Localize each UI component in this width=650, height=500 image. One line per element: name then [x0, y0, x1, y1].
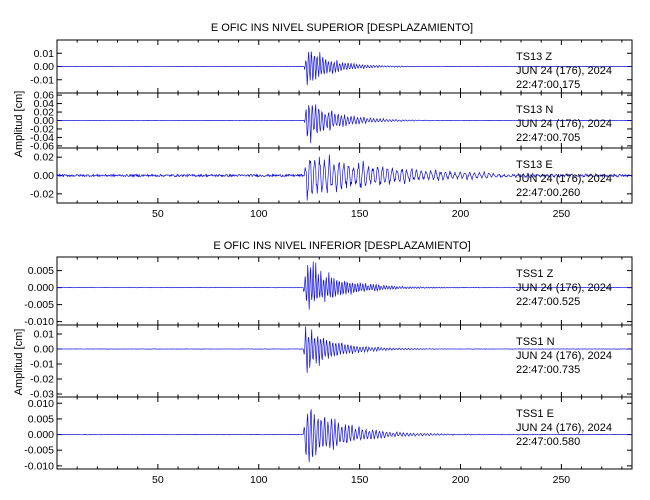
chart-title: E OFIC INS NIVEL SUPERIOR [DESPLAZAMIENT… — [211, 22, 473, 34]
trace-panel: 0.01 0.00 -0.01 -0.02 -0.03 TSS1 N JUN 24 (176… — [30, 324, 633, 401]
annotation-line: TS13 Z — [516, 51, 552, 63]
trace-panel: 0.010 0.005 0.000 -0.005 -0.010 TSS1 E JUN 24 … — [24, 396, 633, 472]
x-tick-label: 150 — [351, 474, 369, 486]
annotation-line: JUN 24 (176), 2024 — [516, 65, 612, 77]
y-tick-label: 0.00 — [34, 344, 55, 356]
annotation-line: JUN 24 (176), 2024 — [516, 350, 612, 362]
y-tick-label: -0.010 — [24, 316, 54, 328]
annotation-line: 22:47:00.735 — [516, 364, 580, 376]
station-annotation: TS13 N JUN 24 (176), 2024 22:47:00.705 — [516, 104, 612, 144]
y-tick-label: 0.010 — [28, 398, 54, 410]
y-tick-label: 0.000 — [28, 429, 54, 441]
chart-nivel-inferior: E OFIC INS NIVEL INFERIOR [DESPLAZAMIENT… — [13, 240, 633, 486]
annotation-line: TSS1 Z — [516, 268, 554, 280]
y-tick-label: 0.01 — [34, 329, 55, 341]
y-tick-label: 0.04 — [34, 98, 55, 110]
x-tick-label: 50 — [152, 208, 164, 220]
annotation-line: JUN 24 (176), 2024 — [516, 118, 612, 130]
y-tick-label: -0.02 — [30, 123, 54, 135]
panel-frame — [56, 396, 633, 470]
y-axis-label: Amplitud [cm] — [13, 91, 25, 158]
annotation-line: JUN 24 (176), 2024 — [516, 422, 612, 434]
trace-panel: 0.010.00-0.01 TS13 Z JUN 24 (176), 2024 22:… — [30, 39, 633, 94]
trace-panel: 0.02 0.00 -0.02 TS13 E JUN 24 (176), 2024 22:… — [30, 147, 633, 204]
y-tick-label: -0.03 — [30, 389, 54, 401]
x-tick-label: 200 — [452, 474, 470, 486]
y-tick-label: -0.005 — [24, 445, 54, 457]
annotation-line: 22:47:00.705 — [516, 132, 580, 144]
annotation-line: 22:47:00.580 — [516, 436, 580, 448]
y-tick-label: 0.000 — [28, 282, 54, 294]
x-tick-label: 50 — [152, 474, 164, 486]
annotation-line: 22:47:00.525 — [516, 296, 580, 308]
annotation-line: TS13 N — [516, 104, 553, 116]
y-tick-label: 0.02 — [34, 107, 55, 119]
waveform-trace — [56, 261, 633, 310]
y-tick-label: 0.005 — [28, 413, 54, 425]
annotation-line: JUN 24 (176), 2024 — [516, 282, 612, 294]
station-annotation: TSS1 N JUN 24 (176), 2024 22:47:00.735 — [516, 336, 612, 376]
annotation-line: JUN 24 (176), 2024 — [516, 173, 612, 185]
waveform-trace — [56, 104, 633, 144]
y-tick-label: -0.02 — [30, 188, 54, 200]
y-tick-label: -0.010 — [24, 460, 54, 472]
y-axis-label: Amplitud [cm] — [13, 329, 25, 396]
y-tick-label: -0.02 — [30, 374, 54, 386]
annotation-line: 22:47:00.260 — [516, 187, 580, 199]
station-annotation: TSS1 Z JUN 24 (176), 2024 22:47:00.525 — [516, 268, 612, 308]
trace-panel: 0.005 0.000 -0.005 -0.010 TSS1 Z JUN 24 (176)… — [24, 256, 633, 328]
y-tick-label: 0.01 — [34, 48, 55, 60]
annotation-line: TS13 E — [516, 159, 553, 171]
y-tick-label: 0.00 — [34, 115, 55, 127]
y-tick-label: -0.005 — [24, 299, 54, 311]
x-tick-label: 250 — [553, 208, 571, 220]
y-tick-label: -0.04 — [30, 132, 54, 144]
y-tick-label: -0.01 — [30, 74, 54, 86]
station-annotation: TSS1 E JUN 24 (176), 2024 22:47:00.580 — [516, 408, 612, 448]
x-tick-label: 200 — [452, 208, 470, 220]
x-tick-label: 100 — [250, 474, 268, 486]
x-tick-label: 150 — [351, 208, 369, 220]
chart-title: E OFIC INS NIVEL INFERIOR [DESPLAZAMIENT… — [213, 240, 470, 252]
y-tick-label: 0.06 — [34, 90, 55, 102]
waveform-trace — [56, 409, 633, 463]
y-tick-label: -0.06 — [30, 140, 54, 152]
annotation-line: TSS1 E — [516, 408, 554, 420]
annotation-line: TSS1 N — [516, 336, 555, 348]
waveform-trace — [56, 51, 633, 86]
y-tick-label: 0.00 — [34, 170, 55, 182]
station-annotation: TS13 Z JUN 24 (176), 2024 22:47:00.175 — [516, 51, 612, 91]
y-tick-label: 0.005 — [28, 265, 54, 277]
station-annotation: TS13 E JUN 24 (176), 2024 22:47:00.260 — [516, 159, 612, 199]
waveform-trace — [56, 154, 633, 201]
trace-panel: 0.060.040.020.00-0.02-0.04-0.06 TS13 N JUN… — [30, 90, 633, 152]
x-tick-label: 100 — [250, 208, 268, 220]
annotation-line: 22:47:00.175 — [516, 79, 580, 91]
waveform-trace — [56, 326, 633, 373]
y-tick-label: 0.00 — [34, 61, 55, 73]
y-tick-label: -0.01 — [30, 359, 54, 371]
y-tick-label: 0.02 — [34, 152, 55, 164]
chart-nivel-superior: E OFIC INS NIVEL SUPERIOR [DESPLAZAMIENT… — [13, 22, 633, 220]
x-tick-label: 250 — [553, 474, 571, 486]
